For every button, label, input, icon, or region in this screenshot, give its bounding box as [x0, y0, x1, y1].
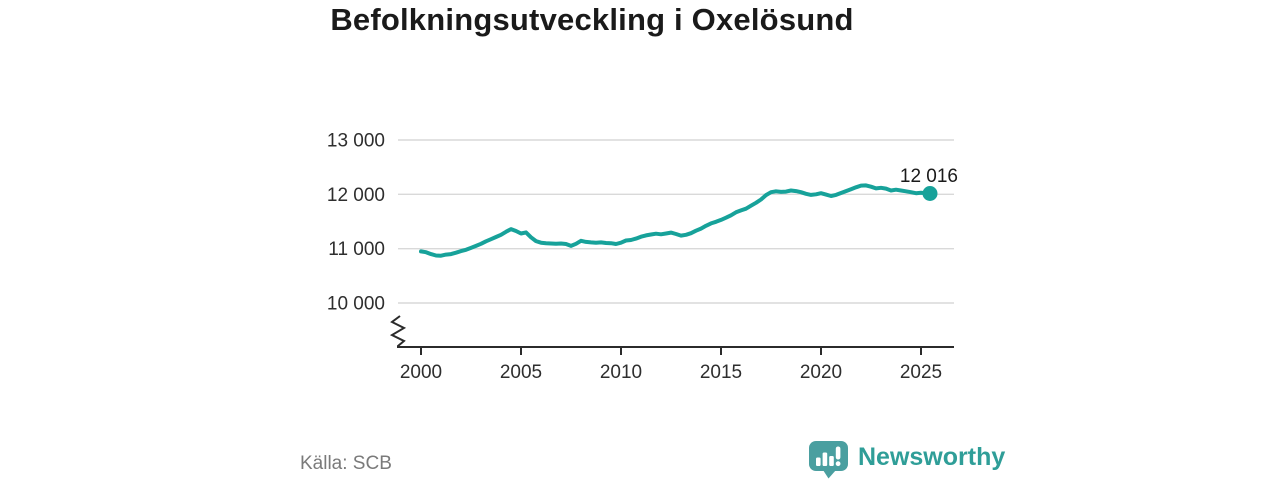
newsworthy-bubble-barchart-icon: [809, 441, 848, 479]
x-tick-label: 2010: [600, 362, 642, 383]
newsworthy-wordmark: Newsworthy: [858, 443, 1006, 471]
end-value-label: 12 016: [900, 166, 958, 187]
end-point-marker: [922, 186, 938, 201]
data-line: [419, 183, 932, 258]
y-tick-label: 11 000: [328, 239, 385, 260]
x-tick-label: 2005: [500, 362, 542, 383]
page-title: Befolkningsutveckling i Oxelösund: [330, 2, 854, 37]
y-tick-label: 13 000: [327, 131, 385, 152]
y-tick-label: 10 000: [327, 294, 385, 315]
source-label: Källa: SCB: [300, 453, 392, 474]
y-tick-label: 12 000: [327, 185, 385, 206]
x-tick-label: 2015: [700, 362, 742, 383]
x-tick-label: 2000: [400, 362, 442, 383]
x-axis-with-break: [389, 315, 954, 348]
newsworthy-logo[interactable]: Newsworthy: [808, 440, 1005, 479]
x-tick-label: 2020: [800, 362, 842, 383]
x-tick-label: 2025: [900, 362, 942, 383]
